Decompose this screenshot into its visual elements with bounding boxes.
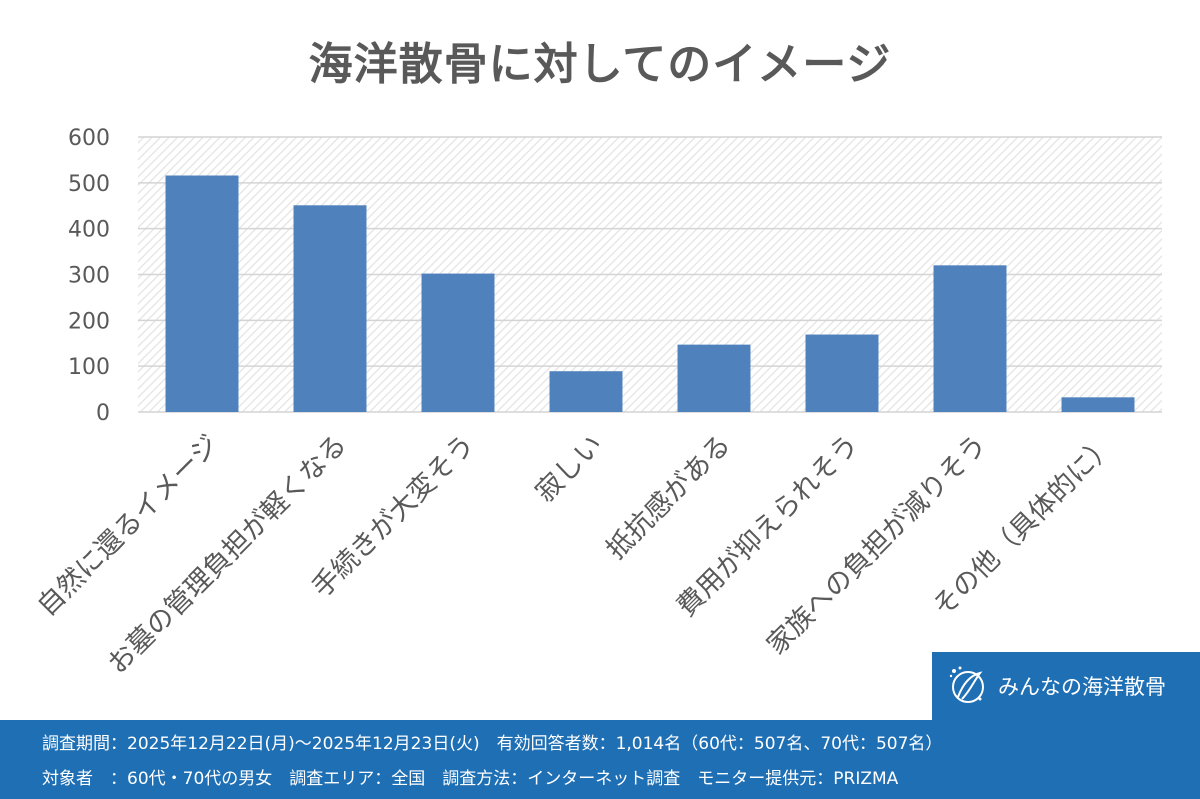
bar bbox=[165, 175, 239, 412]
bar bbox=[421, 273, 495, 412]
brand-name: みんなの海洋散骨 bbox=[998, 675, 1166, 699]
x-tick-label: 寂しい bbox=[530, 429, 609, 508]
chart-title: 海洋散骨に対してのイメージ bbox=[308, 39, 892, 90]
brand-badge: みんなの海洋散骨 bbox=[932, 652, 1200, 720]
x-tick-label: お墓の管理負担が軽くなる bbox=[102, 429, 353, 680]
survey-footer: 調査期間：2025年12月22日(月)～2025年12月23日(火) 有効回答者… bbox=[0, 720, 1200, 799]
wave-logo-icon bbox=[949, 666, 984, 703]
bar bbox=[293, 205, 367, 412]
chart-area: 海洋散骨に対してのイメージ 0 100 200 300 400 500 600 自然に還るイメ… bbox=[32, 39, 1162, 680]
bar bbox=[1061, 397, 1135, 412]
y-tick-label: 400 bbox=[68, 218, 110, 243]
bar bbox=[933, 265, 1007, 412]
y-tick-label: 300 bbox=[68, 264, 110, 289]
x-tick-label: 家族への負担が減りそう bbox=[761, 429, 993, 661]
bar bbox=[677, 344, 751, 412]
y-tick-label: 500 bbox=[68, 172, 110, 197]
y-tick-label: 600 bbox=[68, 126, 110, 151]
y-tick-label: 100 bbox=[68, 355, 110, 380]
survey-info-line-2: 対象者 ：60代・70代の男女 調査エリア：全国 調査方法：インターネット調査 … bbox=[42, 769, 899, 789]
survey-info-line-1: 調査期間：2025年12月22日(月)～2025年12月23日(火) 有効回答者… bbox=[42, 734, 943, 754]
x-tick-label: 抵抗感がある bbox=[600, 429, 736, 565]
bar-chart: 0100200300400500600自然に還るイメージお墓の管理負担が軽くなる… bbox=[32, 126, 1162, 680]
y-tick-label: 200 bbox=[68, 309, 110, 334]
y-tick-label: 0 bbox=[96, 401, 110, 426]
bar bbox=[805, 334, 879, 412]
bar bbox=[549, 371, 623, 412]
